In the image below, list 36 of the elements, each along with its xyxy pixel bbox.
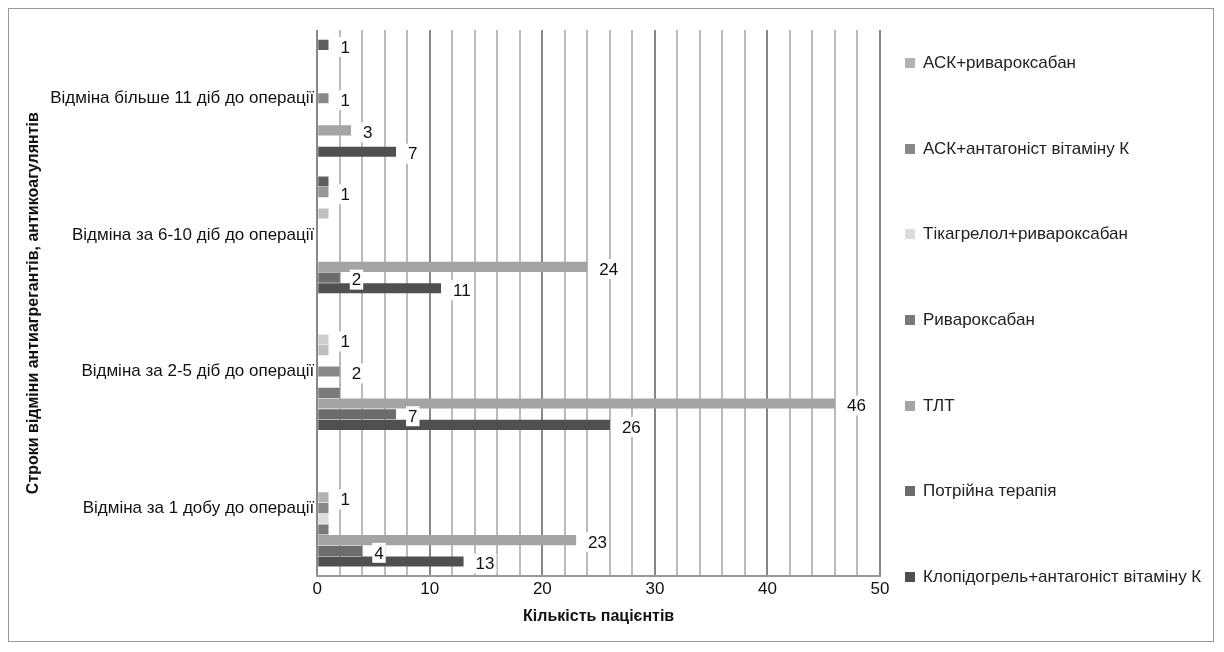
data-label: 1 — [340, 37, 350, 57]
data-label: 7 — [408, 406, 418, 426]
y-tick-label: Відміна за 6-10 діб до операції — [71, 224, 315, 244]
x-axis-title: Кількість пацієнтів — [523, 606, 675, 624]
data-label: 23 — [588, 532, 608, 552]
data-label: 46 — [846, 396, 866, 416]
data-label: 2 — [351, 364, 362, 384]
y-tick-label: Відміна за 2-5 діб до операції — [81, 361, 315, 381]
x-tick-label: 20 — [532, 579, 552, 599]
y-tick-label: Відміна за 1 добу до операції — [82, 497, 315, 517]
legend-label: АСК+ривароксабан — [923, 52, 1076, 73]
data-label: 11 — [453, 280, 471, 300]
data-label: 26 — [621, 417, 641, 437]
data-label: 1 — [340, 90, 350, 110]
legend-label: Потрійна терапія — [923, 481, 1057, 502]
legend-label: Ривароксабан — [923, 309, 1035, 330]
x-tick-label: 10 — [420, 579, 440, 599]
x-tick-label: 50 — [870, 579, 890, 599]
data-label: 1 — [340, 490, 350, 510]
legend-label: ТЛТ — [923, 395, 955, 416]
data-label: 13 — [475, 554, 495, 574]
data-label: 2 — [351, 270, 362, 290]
legend-label: Клопідогрель+антагоніст вітаміну К — [923, 567, 1202, 588]
x-tick-label: 40 — [757, 579, 777, 599]
legend-label: Тікагрелол+ривароксабан — [923, 224, 1128, 245]
data-label: 4 — [374, 543, 384, 563]
data-label: 1 — [340, 184, 350, 204]
x-tick-label: 0 — [312, 579, 322, 599]
data-label: 7 — [408, 144, 418, 164]
y-axis-title: Строки відміни антиагрегантів, антикоагулянтів — [24, 112, 42, 495]
data-label: 1 — [340, 332, 350, 352]
data-label: 24 — [599, 259, 619, 279]
x-tick-label: 30 — [645, 579, 665, 599]
y-tick-label: Відміна більше 11 діб до операції — [50, 87, 315, 107]
data-label: 3 — [363, 123, 373, 143]
legend-label: АСК+антагоніст вітаміну К — [923, 138, 1130, 159]
